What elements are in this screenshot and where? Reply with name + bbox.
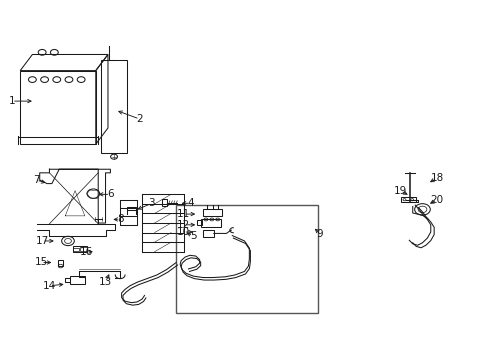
Text: 5: 5 (190, 231, 196, 240)
Text: 20: 20 (429, 195, 443, 205)
Text: 7: 7 (33, 175, 40, 185)
Bar (58, 260, 63, 266)
Bar (73, 246, 86, 252)
Text: 17: 17 (36, 236, 49, 246)
Text: 6: 6 (107, 189, 114, 199)
Text: 3: 3 (148, 198, 155, 208)
Bar (80, 247, 86, 251)
Text: 12: 12 (177, 220, 190, 230)
Text: 8: 8 (117, 215, 123, 224)
Text: 11: 11 (177, 209, 190, 219)
Text: 13: 13 (99, 277, 112, 287)
Bar (101, 60, 127, 153)
Text: 15: 15 (35, 257, 48, 267)
Bar (196, 220, 201, 225)
Text: 10: 10 (177, 227, 190, 237)
Bar (70, 276, 84, 284)
Text: 9: 9 (316, 229, 323, 239)
Text: 2: 2 (136, 114, 142, 124)
Bar (176, 205, 317, 313)
Bar (400, 197, 415, 202)
Bar (203, 209, 221, 216)
Bar (203, 230, 213, 237)
Bar (200, 219, 221, 226)
Text: 16: 16 (79, 247, 92, 257)
Text: 18: 18 (429, 173, 443, 183)
Text: 14: 14 (43, 281, 56, 291)
Text: 19: 19 (393, 186, 407, 196)
Text: 4: 4 (187, 198, 194, 208)
Bar (161, 199, 167, 206)
Text: 1: 1 (9, 96, 15, 106)
Bar (73, 248, 79, 251)
